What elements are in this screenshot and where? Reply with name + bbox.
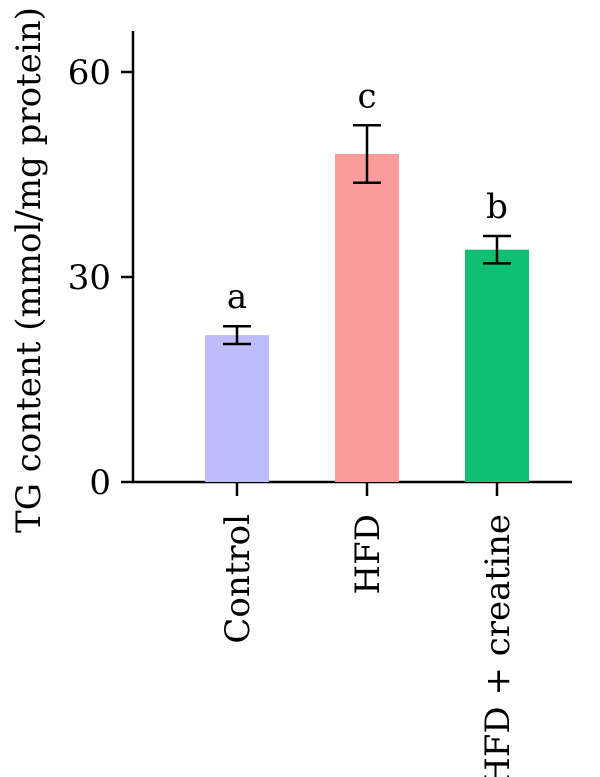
significance-label: c xyxy=(357,76,376,116)
x-tick-label: Control xyxy=(218,514,258,644)
x-axis: Control HFD HFD + creatine xyxy=(133,480,572,777)
bars: a c b xyxy=(205,76,529,482)
y-tick-label: 60 xyxy=(68,53,111,93)
y-axis: 0 30 60 xyxy=(68,31,135,503)
error-bar xyxy=(353,124,381,184)
error-bar xyxy=(483,234,511,265)
x-tick-label: HFD xyxy=(348,514,388,595)
y-axis-title: TG content (mmol/mg protein) xyxy=(9,7,49,533)
bar xyxy=(465,249,529,482)
y-tick-label: 30 xyxy=(68,258,111,298)
significance-label: a xyxy=(227,277,247,317)
y-tick-label: 0 xyxy=(89,463,111,503)
significance-label: b xyxy=(486,187,508,227)
bar xyxy=(335,154,399,482)
x-tick-label: HFD + creatine xyxy=(478,514,518,777)
bar xyxy=(205,335,269,482)
error-bar xyxy=(223,324,251,346)
